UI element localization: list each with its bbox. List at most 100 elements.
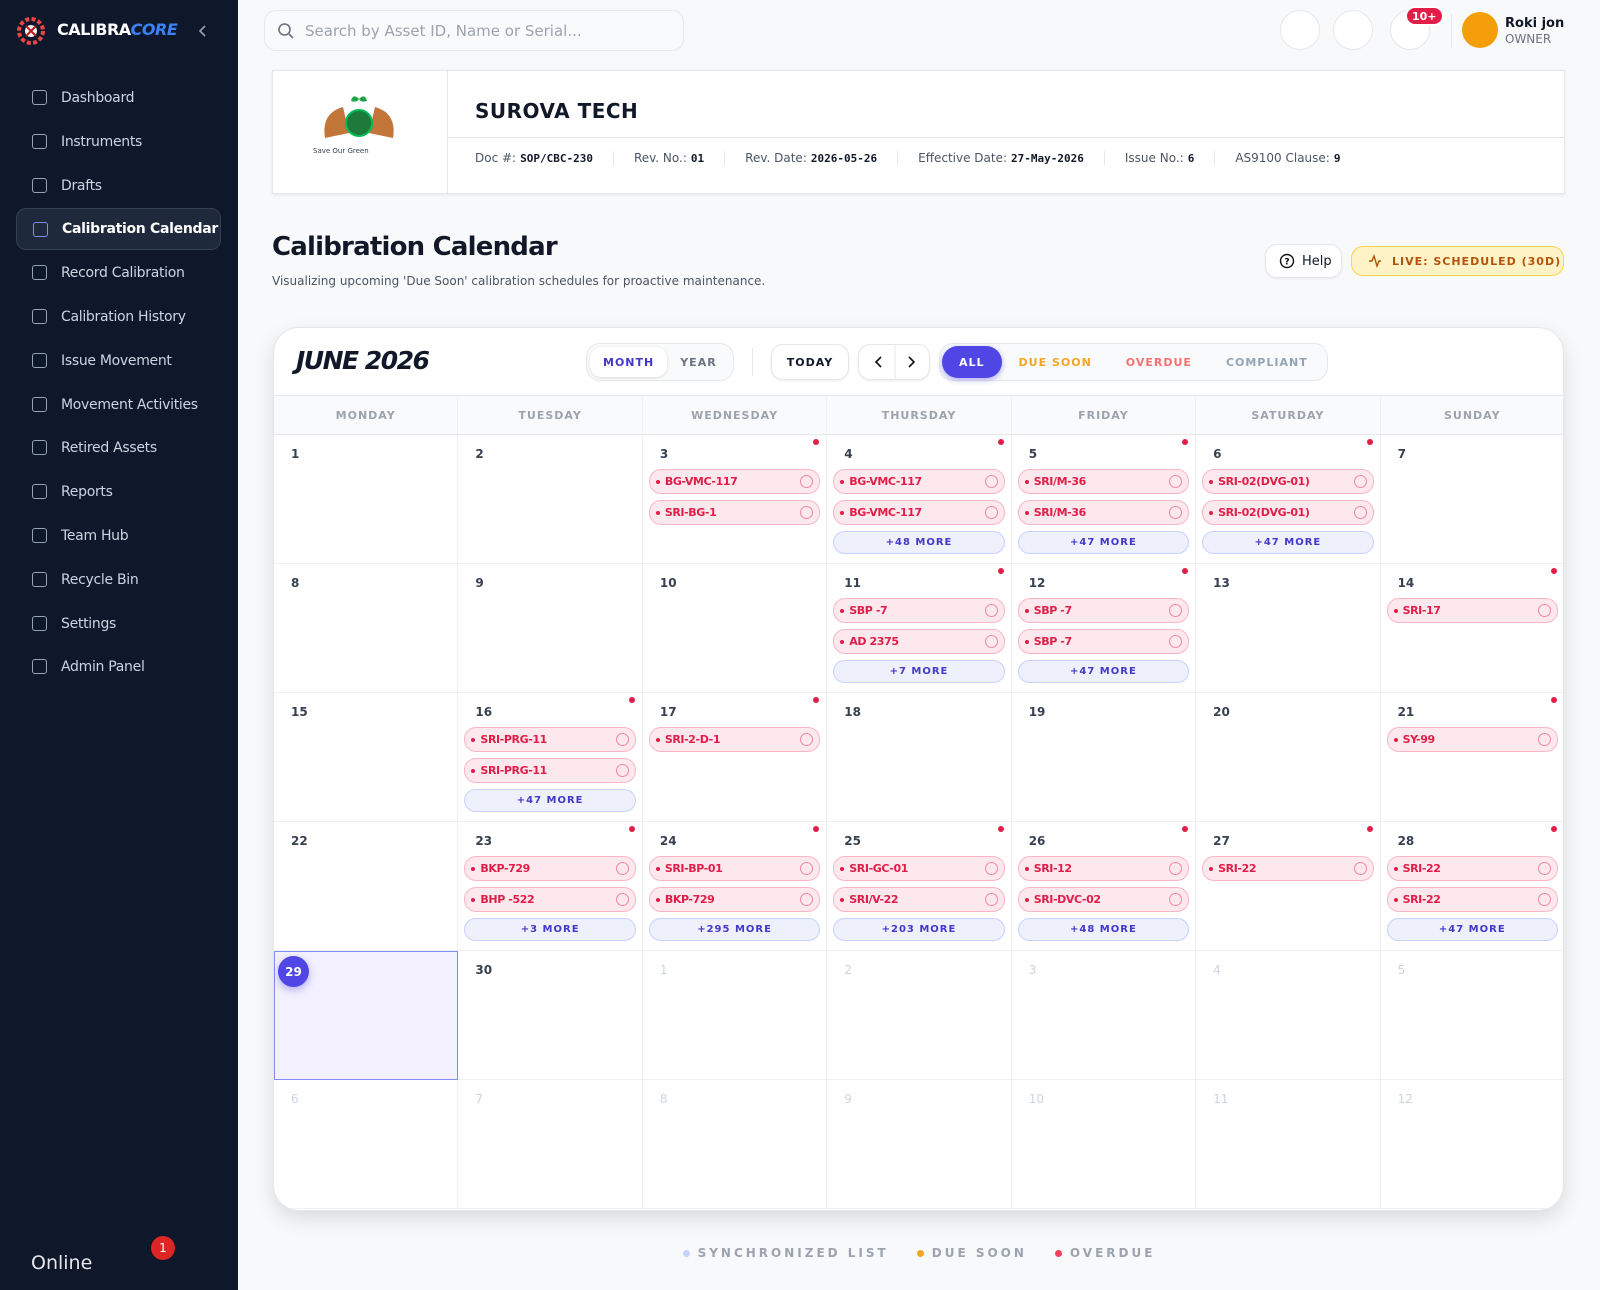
view-tab[interactable]: MONTH bbox=[590, 347, 668, 377]
event-chip[interactable]: SRI-17 bbox=[1386, 598, 1558, 623]
event-chip[interactable]: AD 2375 bbox=[833, 628, 1005, 654]
day-cell[interactable]: 7 bbox=[458, 1080, 643, 1209]
day-cell[interactable]: 9 bbox=[458, 564, 643, 693]
search-input[interactable]: Search by Asset ID, Name or Serial... bbox=[264, 10, 684, 51]
day-cell[interactable]: 11 bbox=[1196, 1080, 1381, 1209]
event-chip[interactable]: SRI-2-D-1 bbox=[648, 727, 821, 752]
day-cell[interactable]: 2 bbox=[458, 435, 643, 564]
nav-item[interactable]: Movement Activities bbox=[16, 384, 221, 426]
nav-item[interactable]: Team Hub bbox=[16, 515, 221, 557]
day-cell[interactable]: 11 SBP -7 AD 2375 +7 MORE bbox=[827, 564, 1012, 693]
nav-item[interactable]: Recycle Bin bbox=[16, 559, 221, 601]
more-button[interactable]: +7 MORE bbox=[833, 660, 1005, 683]
day-cell[interactable]: 23 BKP-729 BHP -522 +3 MORE bbox=[458, 822, 643, 951]
event-chip[interactable]: SRI-02(DVG-01) bbox=[1202, 499, 1374, 525]
user-avatar[interactable] bbox=[1462, 12, 1498, 48]
more-button[interactable]: +48 MORE bbox=[1017, 918, 1190, 941]
day-cell[interactable]: 4 bbox=[1196, 951, 1381, 1080]
day-cell[interactable]: 8 bbox=[642, 1080, 828, 1209]
event-chip[interactable]: SRI-GC-01 bbox=[833, 856, 1005, 881]
nav-item[interactable]: Calibration History bbox=[16, 296, 221, 338]
day-cell[interactable]: 7 bbox=[1380, 435, 1563, 564]
day-cell[interactable]: 6 bbox=[274, 1080, 459, 1209]
day-cell[interactable]: 28 SRI-22 SRI-22 +47 MORE bbox=[1380, 822, 1563, 951]
event-chip[interactable]: SRI-PRG-11 bbox=[464, 727, 636, 752]
day-cell[interactable]: 2 bbox=[827, 951, 1012, 1080]
more-button[interactable]: +47 MORE bbox=[1017, 660, 1190, 683]
nav-item[interactable]: Drafts bbox=[16, 165, 221, 207]
day-cell[interactable]: 5 bbox=[1380, 951, 1563, 1080]
filter-tab[interactable]: OVERDUE bbox=[1125, 355, 1192, 369]
day-cell[interactable]: 15 bbox=[274, 693, 459, 822]
nav-item[interactable]: Calibration Calendar bbox=[16, 208, 221, 251]
day-cell[interactable]: 16 SRI-PRG-11 SRI-PRG-11 +47 MORE bbox=[458, 693, 643, 822]
event-chip[interactable]: SBP -7 bbox=[1017, 598, 1190, 623]
event-chip[interactable]: SRI/V-22 bbox=[833, 886, 1005, 912]
day-cell[interactable]: 3 bbox=[1011, 951, 1197, 1080]
day-cell[interactable]: 22 bbox=[274, 822, 459, 951]
day-cell[interactable]: 26 SRI-12 SRI-DVC-02 +48 MORE bbox=[1011, 822, 1197, 951]
nav-item[interactable]: Issue Movement bbox=[16, 340, 221, 382]
event-chip[interactable]: SRI-22 bbox=[1202, 856, 1374, 881]
nav-item[interactable]: Admin Panel bbox=[16, 646, 221, 688]
nav-item[interactable]: Dashboard bbox=[16, 77, 221, 119]
pager-arrows[interactable] bbox=[859, 345, 929, 379]
event-chip[interactable]: BG-VMC-117 bbox=[833, 469, 1005, 494]
collapse-button[interactable] bbox=[197, 24, 209, 38]
day-cell[interactable]: 3 BG-VMC-117 SRI-BG-1 bbox=[642, 435, 828, 564]
view-tab[interactable]: YEAR bbox=[680, 355, 717, 369]
more-button[interactable]: +48 MORE bbox=[833, 531, 1005, 554]
event-chip[interactable]: SRI-12 bbox=[1017, 856, 1190, 881]
day-cell[interactable]: 10 bbox=[1011, 1080, 1197, 1209]
event-chip[interactable]: SRI-22 bbox=[1386, 886, 1558, 912]
more-button[interactable]: +47 MORE bbox=[464, 789, 636, 812]
more-button[interactable]: +47 MORE bbox=[1202, 531, 1374, 554]
event-chip[interactable]: SY-99 bbox=[1386, 727, 1558, 752]
nav-item[interactable]: Settings bbox=[16, 603, 221, 645]
day-cell[interactable]: 12 bbox=[1380, 1080, 1563, 1209]
event-chip[interactable]: SRI-BG-1 bbox=[648, 499, 821, 525]
day-cell[interactable]: 20 bbox=[1196, 693, 1381, 822]
event-chip[interactable]: SRI-DVC-02 bbox=[1017, 886, 1190, 912]
more-button[interactable]: +3 MORE bbox=[464, 918, 636, 941]
event-chip[interactable]: SRI-BP-01 bbox=[648, 856, 821, 881]
more-button[interactable]: +203 MORE bbox=[833, 918, 1005, 941]
event-chip[interactable]: SBP -7 bbox=[833, 598, 1005, 623]
filter-tab[interactable]: COMPLIANT bbox=[1225, 355, 1308, 369]
day-cell[interactable]: 10 bbox=[642, 564, 828, 693]
filter-tab[interactable]: DUE SOON bbox=[1018, 355, 1092, 369]
more-button[interactable]: +295 MORE bbox=[648, 918, 821, 941]
more-button[interactable]: +47 MORE bbox=[1017, 531, 1190, 554]
day-cell[interactable]: 24 SRI-BP-01 BKP-729 +295 MORE bbox=[642, 822, 828, 951]
day-cell[interactable]: 30 bbox=[458, 951, 643, 1080]
filter-tab[interactable]: ALL bbox=[942, 346, 1002, 378]
help-button[interactable]: Help bbox=[1265, 244, 1342, 278]
day-cell[interactable]: 14 SRI-17 bbox=[1380, 564, 1563, 693]
event-chip[interactable]: BG-VMC-117 bbox=[648, 469, 821, 494]
day-cell[interactable]: 25 SRI-GC-01 SRI/V-22 +203 MORE bbox=[827, 822, 1012, 951]
day-cell[interactable]: 18 bbox=[827, 693, 1012, 822]
day-cell[interactable]: 6 SRI-02(DVG-01) SRI-02(DVG-01) +47 MORE bbox=[1196, 435, 1381, 564]
today-button[interactable]: TODAY bbox=[771, 344, 849, 380]
event-chip[interactable]: SBP -7 bbox=[1017, 628, 1190, 654]
day-cell[interactable]: 13 bbox=[1196, 564, 1381, 693]
event-chip[interactable]: BHP -522 bbox=[464, 886, 636, 912]
nav-item[interactable]: Retired Assets bbox=[16, 427, 221, 469]
day-cell[interactable]: 1 bbox=[642, 951, 828, 1080]
day-cell[interactable]: 29 bbox=[274, 951, 459, 1080]
day-cell[interactable]: 5 SRI/M-36 SRI/M-36 +47 MORE bbox=[1011, 435, 1197, 564]
help-icon-button[interactable] bbox=[1280, 10, 1320, 50]
event-chip[interactable]: BKP-729 bbox=[648, 886, 821, 912]
event-chip[interactable]: SRI-PRG-11 bbox=[464, 757, 636, 783]
nav-item[interactable]: Instruments bbox=[16, 121, 221, 163]
event-chip[interactable]: SRI/M-36 bbox=[1017, 469, 1190, 494]
day-cell[interactable]: 4 BG-VMC-117 BG-VMC-117 +48 MORE bbox=[827, 435, 1012, 564]
day-cell[interactable]: 1 bbox=[274, 435, 459, 564]
day-cell[interactable]: 8 bbox=[274, 564, 459, 693]
day-cell[interactable]: 12 SBP -7 SBP -7 +47 MORE bbox=[1011, 564, 1197, 693]
more-button[interactable]: +47 MORE bbox=[1386, 918, 1558, 941]
theme-button[interactable] bbox=[1333, 10, 1373, 50]
day-cell[interactable]: 17 SRI-2-D-1 bbox=[642, 693, 828, 822]
event-chip[interactable]: SRI-02(DVG-01) bbox=[1202, 469, 1374, 494]
event-chip[interactable]: SRI/M-36 bbox=[1017, 499, 1190, 525]
